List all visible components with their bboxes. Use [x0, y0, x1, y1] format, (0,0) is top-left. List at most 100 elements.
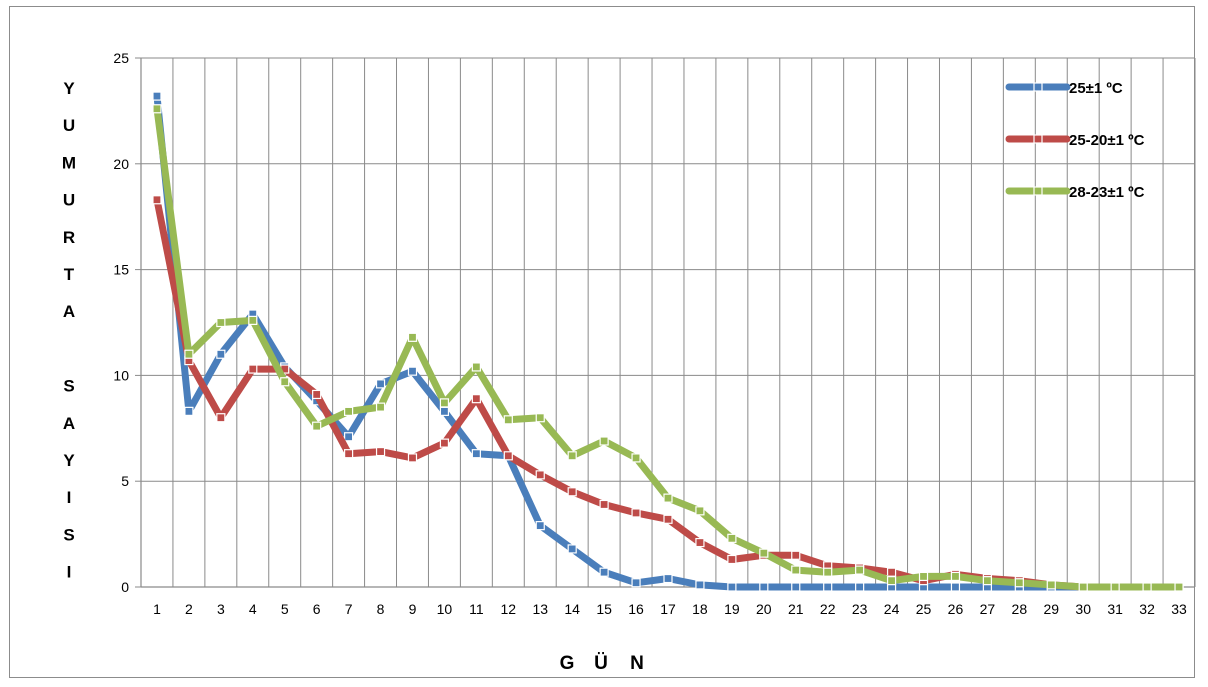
data-point — [695, 537, 705, 548]
x-tick-label: 30 — [1075, 601, 1091, 617]
data-point — [375, 402, 386, 412]
grid — [140, 57, 1196, 588]
x-tick-label: 10 — [437, 601, 453, 617]
data-point — [631, 453, 641, 463]
x-tick-label: 14 — [564, 601, 580, 617]
data-point — [791, 565, 801, 575]
data-point — [407, 332, 418, 342]
data-point — [1174, 582, 1184, 592]
x-tick-label: 24 — [884, 601, 900, 617]
x-tick-label: 31 — [1107, 601, 1123, 617]
data-point — [216, 349, 226, 359]
data-point — [152, 91, 162, 101]
x-tick-label: 11 — [469, 601, 484, 617]
data-point — [1078, 582, 1088, 592]
data-point — [759, 582, 769, 592]
data-point — [886, 567, 897, 577]
x-tick-label: 32 — [1139, 601, 1155, 617]
y-tick-label: 20 — [113, 156, 129, 172]
legend-item: 25±1 ºC — [1005, 80, 1123, 97]
data-point — [918, 571, 929, 582]
data-point — [471, 449, 481, 459]
data-point — [695, 580, 705, 590]
legend: 25±1 ºC 25-20±1 ºC 28-23±1 ºC — [1005, 80, 1145, 201]
legend-label: 25±1 ºC — [1069, 80, 1123, 97]
data-point — [375, 446, 386, 457]
x-tick-label: 8 — [377, 601, 385, 617]
y-axis-label-letter: S — [63, 525, 74, 544]
data-point — [855, 582, 865, 592]
data-point — [950, 582, 961, 592]
data-point — [727, 554, 737, 565]
data-point — [407, 453, 418, 463]
data-point — [503, 451, 513, 461]
data-point — [982, 576, 992, 586]
data-point — [439, 398, 450, 408]
x-tick-label: 7 — [345, 601, 353, 617]
data-point — [248, 315, 258, 325]
x-tick-label: 19 — [724, 601, 740, 617]
x-tick-label: 27 — [980, 601, 996, 617]
x-tick-label: 33 — [1171, 601, 1187, 617]
data-point — [791, 582, 801, 592]
data-point — [663, 493, 673, 503]
data-point — [280, 377, 290, 387]
data-point — [344, 406, 354, 416]
y-axis-label-letter: T — [64, 265, 75, 284]
x-tick-label: 21 — [788, 601, 804, 617]
x-tick-label: 15 — [596, 601, 612, 617]
x-tick-label: 23 — [852, 601, 868, 617]
data-point — [535, 521, 545, 531]
x-tick-label: 17 — [660, 601, 676, 617]
y-tick-label: 15 — [113, 262, 129, 278]
x-tick-label: 12 — [501, 601, 517, 617]
data-point — [631, 508, 641, 518]
x-tick-label: 22 — [820, 601, 836, 617]
x-tick-label: 18 — [692, 601, 708, 617]
x-tick-label: 16 — [628, 601, 644, 617]
data-point — [695, 506, 705, 516]
data-point — [663, 514, 673, 524]
x-tick-label: 26 — [948, 601, 964, 617]
y-axis-label-letter: A — [63, 302, 75, 321]
x-tick-label: 2 — [185, 601, 193, 617]
data-point — [567, 451, 577, 461]
y-axis-label-letter: I — [67, 488, 72, 507]
data-point — [471, 394, 481, 404]
data-point — [439, 406, 450, 416]
x-tick-label: 5 — [281, 601, 289, 617]
data-point — [599, 499, 609, 510]
x-tick-label: 9 — [409, 601, 417, 617]
data-point — [1014, 578, 1024, 588]
series-lines — [152, 91, 1184, 592]
data-point — [886, 576, 897, 586]
y-axis-label-letter: I — [67, 563, 72, 582]
data-point — [567, 487, 577, 497]
y-tick-label: 10 — [113, 367, 129, 383]
data-point — [1046, 580, 1056, 590]
data-point — [1110, 582, 1120, 592]
data-point — [823, 567, 833, 577]
x-axis-label-letter: Ü — [594, 653, 608, 674]
x-axis-label-letter: N — [630, 653, 644, 674]
legend-label: 28-23±1 ºC — [1069, 184, 1145, 201]
chart-area: 0 5 10 15 20 25 1 2 3 4 5 6 7 8 9 10 11 12 13 14 15 16 17 18 19 2… — [9, 6, 1196, 678]
y-axis-label-letter: A — [63, 414, 75, 433]
data-point — [471, 362, 481, 372]
data-point — [535, 470, 545, 480]
data-point — [312, 389, 322, 400]
data-point — [855, 565, 865, 575]
y-axis-label-letter: U — [63, 116, 75, 135]
data-point — [344, 432, 354, 442]
x-tick-label: 25 — [916, 601, 932, 617]
data-point — [503, 415, 513, 425]
legend-item: 25-20±1 ºC — [1005, 132, 1145, 149]
legend-swatch-marker — [1033, 134, 1043, 144]
x-tick-label: 13 — [532, 601, 548, 617]
x-tick-label: 1 — [153, 601, 161, 617]
x-tick-label: 20 — [756, 601, 772, 617]
data-point — [631, 578, 641, 588]
data-point — [248, 364, 258, 374]
